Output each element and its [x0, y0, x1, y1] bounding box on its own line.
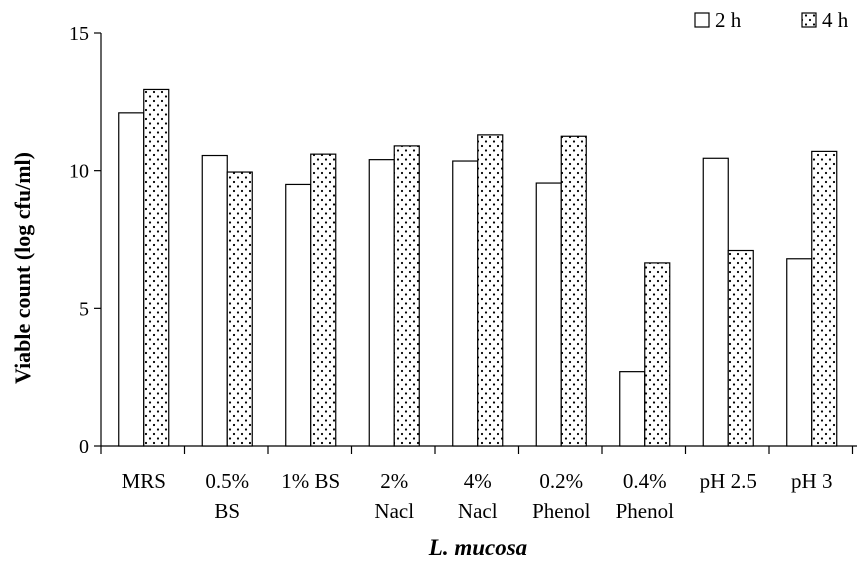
x-axis-title: L. mucosa	[428, 535, 527, 560]
x-tick-label: Phenol	[532, 499, 591, 523]
bar-2h-6	[619, 371, 646, 447]
x-tick-label: 1% BS	[281, 469, 340, 493]
bar-2h-2	[285, 183, 312, 447]
x-tick-label: 0.4%	[623, 469, 667, 493]
x-tick-label: BS	[214, 499, 240, 523]
y-tick-label: 0	[79, 436, 89, 458]
bar-4h-7	[727, 249, 754, 447]
legend-swatch-2h	[694, 12, 710, 28]
bar-2h-5	[535, 182, 562, 447]
bar-2h-4	[452, 160, 479, 447]
x-tick-label: Nacl	[458, 499, 498, 523]
x-tick-label: pH 3	[791, 469, 832, 493]
bar-4h-0	[143, 88, 170, 447]
x-tick-label: 0.5%	[205, 469, 249, 493]
bar-4h-3	[393, 145, 420, 447]
bar-4h-1	[226, 171, 253, 447]
x-tick-label: MRS	[122, 469, 166, 493]
y-tick-label: 5	[79, 298, 89, 320]
bar-4h-2	[310, 153, 337, 447]
bar-2h-0	[118, 112, 145, 447]
legend-swatch-4h	[801, 12, 817, 28]
y-axis-title: Viable count (log cfu/ml)	[10, 152, 35, 384]
y-tick-label: 15	[69, 23, 89, 45]
bar-2h-8	[786, 258, 813, 447]
legend-label: 2 h	[715, 8, 742, 32]
bar-4h-6	[644, 262, 671, 447]
bar-2h-1	[201, 154, 228, 447]
x-tick-label: pH 2.5	[700, 469, 757, 493]
x-tick-label: Nacl	[374, 499, 414, 523]
bar-4h-4	[477, 134, 504, 447]
bar-4h-5	[560, 135, 587, 447]
legend-label: 4 h	[822, 8, 849, 32]
bar-4h-8	[811, 150, 838, 447]
bar-2h-3	[368, 159, 395, 447]
x-tick-label: Phenol	[616, 499, 675, 523]
y-tick-label: 10	[69, 161, 89, 183]
x-tick-label: 0.2%	[539, 469, 583, 493]
bar-2h-7	[702, 157, 729, 447]
x-tick-label: 2%	[380, 469, 408, 493]
x-tick-label: 4%	[464, 469, 492, 493]
